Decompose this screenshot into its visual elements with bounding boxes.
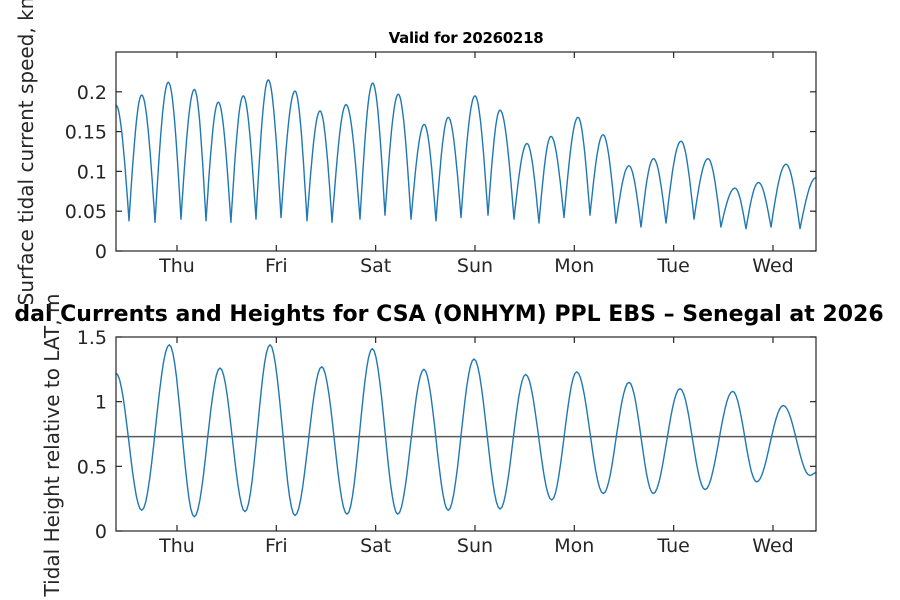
x-tick-label: Tue	[656, 535, 689, 557]
speed-plot-border	[115, 51, 817, 252]
x-tick-label: Thu	[158, 535, 195, 557]
height-subplot: Thu Fri Sat Sun Mon Tue Wed 0 0.5 1 1.5 Tidal Heig…	[40, 294, 817, 598]
x-tick-label: Wed	[752, 535, 793, 557]
tidal-height-curve	[115, 344, 817, 518]
y-tick-label: 0.5	[77, 456, 107, 478]
y-tick-label: 0.05	[65, 201, 107, 223]
speed-subplot: Valid for 20260218 Thu Fri Sat Sun Mon Tue Wed…	[14, 0, 817, 305]
y-tick-label: 0.15	[65, 122, 107, 144]
y-tick-label: 0	[95, 241, 107, 263]
x-tick-label: Sat	[360, 535, 391, 557]
x-tick-label: Sun	[457, 535, 493, 557]
y-tick-label: 1.5	[77, 327, 107, 349]
y-tick-label: 1	[95, 392, 107, 414]
x-tick-label: Tue	[656, 255, 689, 277]
height-plot-marks: Thu Fri Sat Sun Mon Tue Wed 0 0.5 1 1.5	[77, 327, 817, 557]
figure-title: dal Currents and Heights for CSA (ONHYM)…	[14, 302, 883, 327]
y-tick-label: 0.2	[77, 82, 107, 104]
height-plot-border	[115, 336, 817, 532]
speed-y-axis-label: Surface tidal current speed, kn	[14, 0, 38, 305]
surface-tidal-current-speed-curve	[115, 79, 817, 230]
y-tick-label: 0	[95, 521, 107, 543]
height-y-axis-label: Tidal Height relative to LAT, m	[40, 294, 64, 598]
x-tick-label: Sun	[457, 255, 493, 277]
speed-plot-title: Valid for 20260218	[389, 29, 544, 47]
y-tick-label: 0.1	[77, 161, 107, 183]
speed-plot-marks: Thu Fri Sat Sun Mon Tue Wed 0 0.05 0.1 0.15 0.2	[65, 52, 817, 277]
x-tick-label: Mon	[554, 535, 594, 557]
x-tick-label: Thu	[158, 255, 195, 277]
x-tick-label: Fri	[265, 535, 288, 557]
x-tick-label: Wed	[752, 255, 793, 277]
x-tick-label: Sat	[360, 255, 391, 277]
x-tick-label: Fri	[265, 255, 288, 277]
x-tick-label: Mon	[554, 255, 594, 277]
